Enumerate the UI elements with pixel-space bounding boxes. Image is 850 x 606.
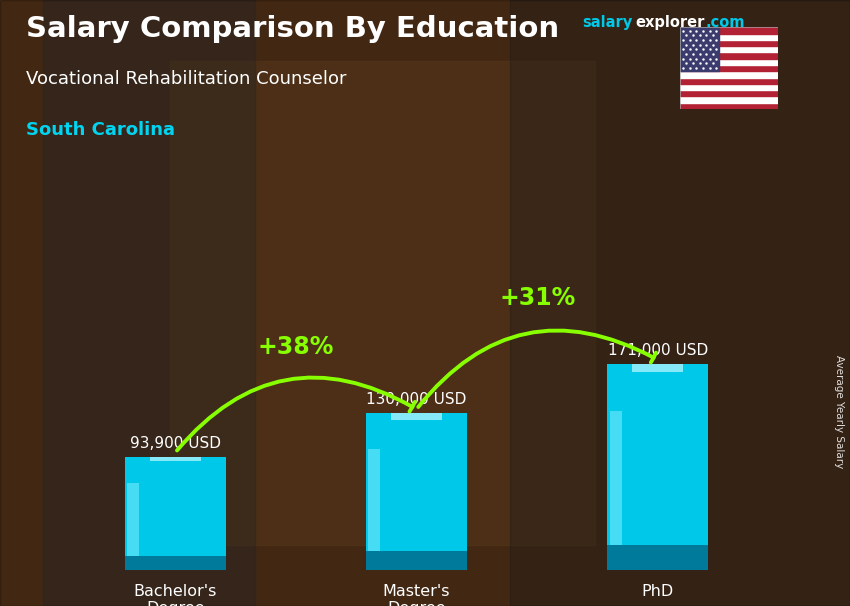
Text: explorer: explorer xyxy=(636,15,705,30)
Text: Salary Comparison By Education: Salary Comparison By Education xyxy=(26,15,558,43)
Bar xyxy=(366,413,468,570)
Bar xyxy=(680,46,778,53)
Bar xyxy=(510,0,850,606)
Text: Vocational Rehabilitation Counselor: Vocational Rehabilitation Counselor xyxy=(26,70,346,88)
Text: +38%: +38% xyxy=(258,336,334,359)
Text: 171,000 USD: 171,000 USD xyxy=(608,343,708,358)
Text: .com: .com xyxy=(706,15,745,30)
Text: +31%: +31% xyxy=(499,286,575,310)
Bar xyxy=(125,457,226,570)
Bar xyxy=(609,411,621,545)
Bar xyxy=(680,40,778,46)
Bar xyxy=(632,364,683,372)
Text: salary: salary xyxy=(582,15,632,30)
Bar xyxy=(680,84,778,90)
Bar xyxy=(680,90,778,96)
Bar xyxy=(680,72,778,78)
Bar xyxy=(680,96,778,103)
Bar xyxy=(607,545,708,570)
Bar xyxy=(680,53,778,59)
Bar xyxy=(680,59,778,65)
Bar xyxy=(125,556,226,570)
Text: 93,900 USD: 93,900 USD xyxy=(130,436,221,450)
Bar xyxy=(366,551,468,570)
Text: 130,000 USD: 130,000 USD xyxy=(366,392,467,407)
Bar xyxy=(680,103,778,109)
Bar xyxy=(680,27,719,72)
Bar xyxy=(368,449,381,551)
Bar xyxy=(127,482,139,556)
Text: Average Yearly Salary: Average Yearly Salary xyxy=(834,356,844,468)
Bar xyxy=(680,33,778,40)
Bar xyxy=(680,27,778,33)
Bar xyxy=(170,61,595,545)
Bar xyxy=(680,65,778,72)
Bar xyxy=(607,364,708,570)
Bar xyxy=(391,413,442,419)
Bar xyxy=(42,0,255,606)
Text: South Carolina: South Carolina xyxy=(26,121,174,139)
Bar xyxy=(680,78,778,84)
Bar xyxy=(150,457,201,461)
